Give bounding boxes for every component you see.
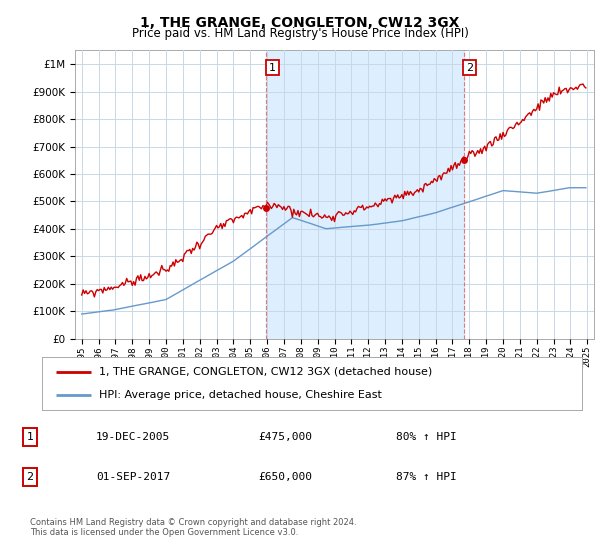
Text: 01-SEP-2017: 01-SEP-2017 xyxy=(96,472,170,482)
Text: 80% ↑ HPI: 80% ↑ HPI xyxy=(396,432,457,442)
Text: 1: 1 xyxy=(26,432,34,442)
Text: 19-DEC-2005: 19-DEC-2005 xyxy=(96,432,170,442)
Text: Contains HM Land Registry data © Crown copyright and database right 2024.
This d: Contains HM Land Registry data © Crown c… xyxy=(30,518,356,538)
Text: HPI: Average price, detached house, Cheshire East: HPI: Average price, detached house, Ches… xyxy=(98,390,382,400)
Text: 2: 2 xyxy=(466,63,473,73)
Text: 1: 1 xyxy=(269,63,276,73)
Text: £475,000: £475,000 xyxy=(258,432,312,442)
Text: Price paid vs. HM Land Registry's House Price Index (HPI): Price paid vs. HM Land Registry's House … xyxy=(131,27,469,40)
Text: £650,000: £650,000 xyxy=(258,472,312,482)
Bar xyxy=(266,50,464,339)
Text: 1, THE GRANGE, CONGLETON, CW12 3GX: 1, THE GRANGE, CONGLETON, CW12 3GX xyxy=(140,16,460,30)
Text: 2: 2 xyxy=(26,472,34,482)
Text: 87% ↑ HPI: 87% ↑ HPI xyxy=(396,472,457,482)
Text: 1, THE GRANGE, CONGLETON, CW12 3GX (detached house): 1, THE GRANGE, CONGLETON, CW12 3GX (deta… xyxy=(98,367,432,377)
